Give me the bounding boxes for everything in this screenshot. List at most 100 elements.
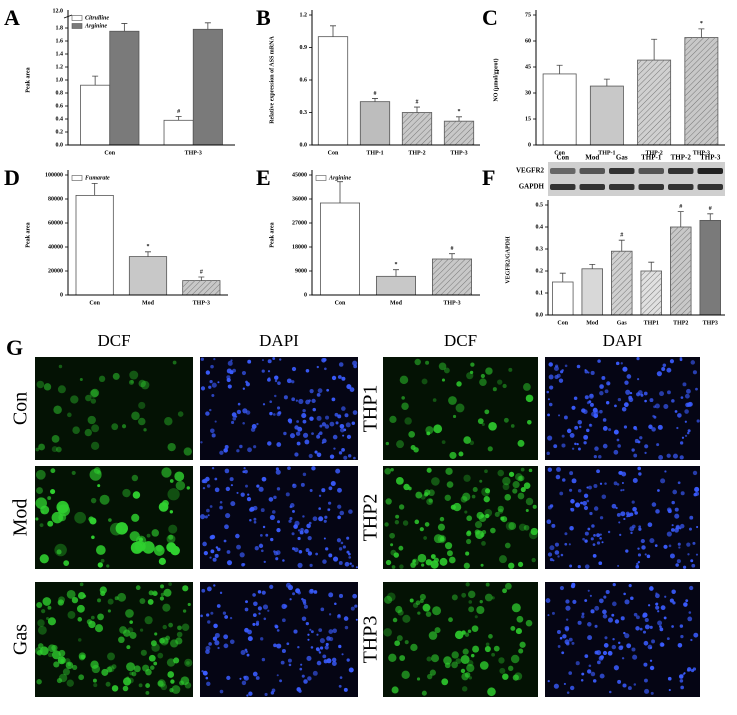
cell (571, 478, 577, 484)
y-tick-label: 1.2 (56, 64, 64, 70)
y-tick-label: 100000 (45, 172, 63, 178)
error-bar (618, 239, 625, 252)
cell (261, 657, 266, 662)
cell (484, 469, 488, 474)
cell (503, 417, 509, 423)
cell (40, 505, 50, 515)
error-bar (121, 23, 128, 32)
cell (659, 625, 662, 629)
y-tick-label: 0.6 (56, 103, 64, 109)
cell (122, 488, 131, 498)
cell (241, 680, 247, 686)
cell (632, 506, 637, 512)
cell (207, 620, 211, 624)
cell (517, 475, 523, 482)
cell (527, 419, 532, 425)
cell (558, 378, 564, 383)
cell (508, 367, 513, 372)
cell (438, 362, 447, 371)
error-bar (456, 116, 462, 122)
cell (686, 388, 691, 394)
cell (547, 398, 550, 401)
cell (548, 402, 553, 407)
cell (337, 487, 342, 493)
cell (224, 468, 230, 474)
cell (570, 499, 575, 504)
cell (128, 379, 134, 385)
panel-letter: F (482, 165, 495, 190)
y-tick-label: 9000 (295, 268, 307, 274)
error-bar (449, 253, 455, 259)
cell (622, 488, 625, 492)
cell (593, 506, 599, 511)
cell (252, 593, 256, 597)
cell (584, 599, 588, 602)
cell (568, 543, 571, 546)
cell (565, 605, 571, 611)
cell (547, 552, 553, 557)
cell (244, 627, 249, 633)
cell (621, 657, 625, 660)
cell (226, 550, 231, 554)
cell (98, 375, 106, 383)
cell (316, 452, 322, 458)
cell (484, 409, 490, 415)
bar (375, 275, 416, 296)
cell (505, 582, 512, 590)
cell (515, 628, 522, 635)
y-tick-label: 1.4 (56, 51, 64, 57)
row-label: THP1 (360, 385, 382, 433)
cell (594, 605, 600, 611)
panel-letter: D (4, 165, 20, 190)
cell (47, 520, 54, 527)
cell (99, 494, 110, 505)
cell (516, 615, 524, 623)
significance: * (395, 262, 398, 268)
cell (66, 679, 74, 687)
cell (663, 544, 668, 549)
cell (586, 428, 590, 433)
cell (72, 664, 78, 671)
cell (332, 628, 337, 634)
cell (644, 688, 650, 694)
cell (261, 359, 264, 362)
cell (655, 509, 660, 514)
cell (348, 509, 353, 514)
cell (322, 654, 327, 659)
x-tick-label: Con (89, 300, 100, 306)
cell (244, 607, 249, 612)
cell (679, 523, 685, 529)
cell (553, 366, 559, 372)
error-bar (92, 75, 99, 86)
cell (329, 421, 335, 427)
cell (640, 393, 644, 397)
cell (671, 500, 675, 505)
cell (686, 402, 692, 407)
cell (510, 424, 515, 428)
error-bar (589, 264, 596, 269)
cell (414, 358, 421, 366)
cell (311, 432, 314, 435)
cell (202, 541, 207, 547)
cell (295, 399, 298, 402)
cell (51, 511, 64, 524)
cell (425, 360, 430, 365)
cell (326, 388, 330, 392)
cell (669, 359, 675, 364)
cell (415, 491, 423, 499)
cell (629, 512, 634, 517)
error-bar (414, 106, 420, 113)
cell (417, 611, 421, 615)
cell (159, 596, 165, 601)
cell (468, 676, 473, 680)
bar (109, 30, 140, 146)
hatch (182, 280, 220, 295)
cell (261, 369, 265, 373)
cell (167, 488, 180, 501)
cell (581, 614, 585, 619)
cell (631, 448, 635, 452)
x-tick-label: THP-2 (408, 150, 425, 156)
cell (226, 368, 232, 374)
cell (183, 447, 192, 456)
